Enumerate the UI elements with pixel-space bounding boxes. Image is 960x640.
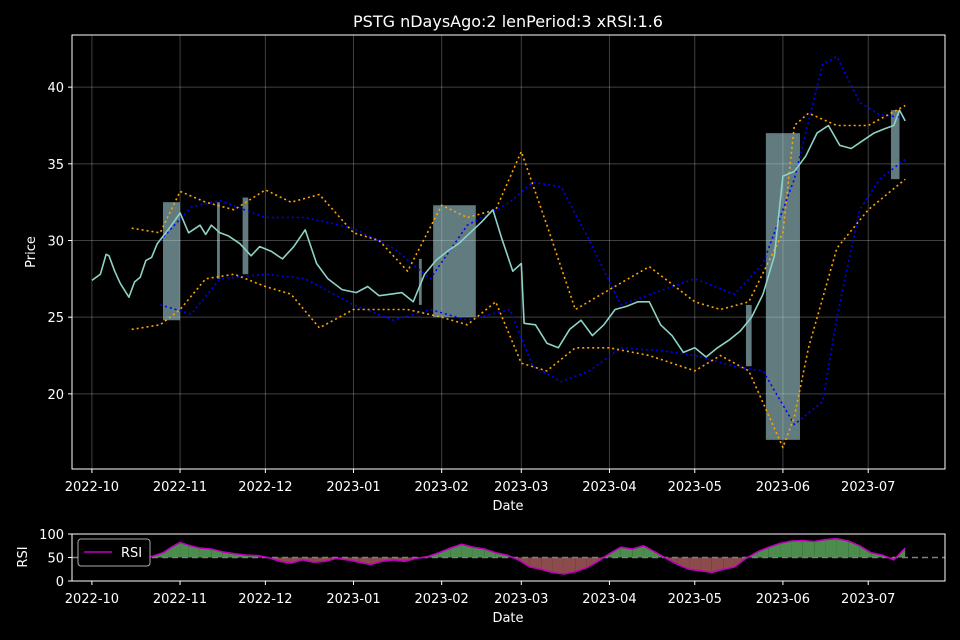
rsi-fill-segment xyxy=(609,547,621,558)
highlight-spans xyxy=(162,110,900,440)
price-x-axis-title: Date xyxy=(492,499,523,514)
price-y-ticks: 20 25 30 35 40 xyxy=(47,81,72,403)
rsi-fill-segment xyxy=(814,539,826,558)
rsi-fill-segment xyxy=(620,547,633,558)
price-x-tick-label: 2022-12 xyxy=(238,480,292,495)
price-plot-frame xyxy=(71,34,946,470)
rsi-x-tick-label: 2023-04 xyxy=(582,592,636,607)
price-x-tick-label: 2023-04 xyxy=(582,480,636,495)
rsi-x-tick-label: 2023-01 xyxy=(326,592,380,607)
rsi-x-tick-label: 2023-07 xyxy=(841,592,895,607)
highlight-span xyxy=(765,133,800,440)
rsi-fill-segment xyxy=(438,548,451,558)
envelope-upper-line xyxy=(131,104,906,311)
rsi-fill-segment xyxy=(461,544,473,558)
rsi-x-tick-label: 2022-11 xyxy=(153,592,207,607)
rsi-fill-segment xyxy=(188,545,200,558)
rsi-fill-segment xyxy=(859,545,872,558)
rsi-fill-segment xyxy=(780,541,792,558)
rsi-legend-box xyxy=(77,538,151,567)
rsi-fill-segment xyxy=(552,557,564,574)
highlight-span xyxy=(217,202,220,279)
rsi-fill-segment xyxy=(563,557,576,574)
price-y-tick-label: 40 xyxy=(47,81,64,96)
price-series-lines xyxy=(91,55,906,449)
rsi-fill-segment xyxy=(541,557,553,573)
rsi-fill-segment xyxy=(162,547,172,558)
rsi-legend: RSI xyxy=(77,538,151,567)
price-y-tick-label: 20 xyxy=(47,388,64,403)
rsi-fill-segment xyxy=(836,538,849,558)
rsi-lines xyxy=(72,537,945,575)
rsi-fill-segment xyxy=(199,548,212,558)
rsi-fill-segment xyxy=(211,549,223,558)
highlight-span xyxy=(745,304,752,367)
price-x-tick-label: 2022-11 xyxy=(153,480,207,495)
price-x-ticks: 2022-10 2022-11 2022-12 2023-01 2023-02 2023-… xyxy=(65,469,895,495)
rsi-legend-label: RSI xyxy=(121,546,142,561)
rsi-fill-segment xyxy=(529,557,542,570)
price-y-tick-label: 35 xyxy=(47,158,64,173)
rsi-fill-segment xyxy=(472,547,485,558)
rsi-x-ticks: 2022-10 2022-11 2022-12 2023-01 2023-02 2023-… xyxy=(65,581,895,607)
price-y-tick-label: 25 xyxy=(47,311,64,326)
rsi-y-tick-label: 0 xyxy=(56,575,64,590)
bollinger-upper-line xyxy=(159,55,906,306)
rsi-fill-segment xyxy=(484,549,496,558)
highlight-span xyxy=(418,258,422,305)
rsi-fill-segment xyxy=(677,557,690,570)
highlight-span xyxy=(242,197,249,275)
envelope-lower-line xyxy=(131,178,906,449)
chart-title: PSTG nDaysAgo:2 lenPeriod:3 xRSI:1.6 xyxy=(353,12,663,31)
rsi-fill-segment xyxy=(802,540,815,558)
price-x-tick-label: 2023-03 xyxy=(494,480,548,495)
highlight-span xyxy=(162,202,181,321)
rsi-x-tick-label: 2023-06 xyxy=(756,592,810,607)
rsi-fill-segment xyxy=(689,557,701,571)
highlight-span xyxy=(433,205,476,318)
highlight-span xyxy=(890,110,900,180)
price-y-tick-label: 30 xyxy=(47,234,64,249)
rsi-fill-segment xyxy=(586,557,599,568)
rsi-y-tick-label: 50 xyxy=(47,552,64,567)
price-line xyxy=(91,109,906,358)
bollinger-lower-line xyxy=(159,158,906,426)
rsi-fill-segment xyxy=(700,557,712,573)
rsi-fill-segment xyxy=(825,538,837,558)
price-x-tick-label: 2023-06 xyxy=(756,480,810,495)
rsi-panel: 2022-10 2022-11 2022-12 2023-01 2023-02 2023-… xyxy=(16,528,946,626)
rsi-y-tick-label: 100 xyxy=(39,528,64,543)
rsi-x-tick-label: 2023-02 xyxy=(415,592,469,607)
rsi-fill-segment xyxy=(643,545,655,558)
rsi-y-ticks: 0 50 100 xyxy=(39,528,72,590)
price-panel: 2022-10 2022-11 2022-12 2023-01 2023-02 2023-… xyxy=(24,34,946,514)
rsi-fill-segment xyxy=(757,547,769,558)
rsi-y-axis-title: RSI xyxy=(16,546,31,567)
rsi-x-axis-title: Date xyxy=(492,611,523,626)
rsi-x-tick-label: 2023-03 xyxy=(494,592,548,607)
price-x-tick-label: 2023-07 xyxy=(841,480,895,495)
rsi-line xyxy=(140,537,906,575)
rsi-x-tick-label: 2022-12 xyxy=(238,592,292,607)
price-x-tick-label: 2023-02 xyxy=(415,480,469,495)
rsi-x-tick-label: 2022-10 xyxy=(65,592,119,607)
rsi-fill-segment xyxy=(370,557,382,565)
price-x-tick-label: 2023-05 xyxy=(668,480,722,495)
rsi-x-tick-label: 2023-05 xyxy=(668,592,722,607)
price-x-tick-label: 2022-10 xyxy=(65,480,119,495)
price-y-axis-title: Price xyxy=(24,236,39,268)
rsi-fill-segment xyxy=(723,557,735,570)
rsi-fill-segment xyxy=(791,540,803,558)
price-x-tick-label: 2023-01 xyxy=(326,480,380,495)
rsi-fill-segment xyxy=(180,542,189,558)
rsi-fill-segment xyxy=(711,557,724,573)
